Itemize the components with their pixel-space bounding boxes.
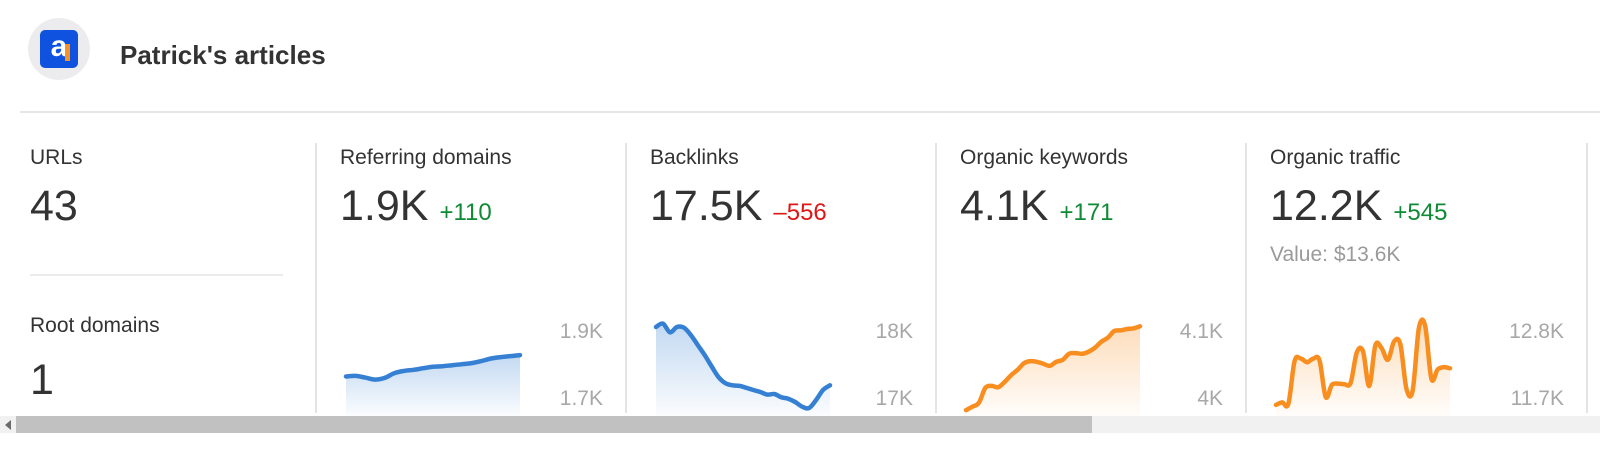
metric-delta: +110 bbox=[439, 199, 492, 226]
referring-domains-sparkline bbox=[343, 352, 523, 416]
logo-letter: a bbox=[50, 30, 68, 63]
scrollbar-left-arrow-icon bbox=[5, 419, 11, 430]
metric-delta: +171 bbox=[1059, 199, 1114, 226]
y-axis-min-label: 11.7K bbox=[1510, 387, 1564, 410]
y-axis-min-label: 4K bbox=[1197, 387, 1223, 410]
y-axis-max-label: 4.1K bbox=[1179, 320, 1223, 343]
horizontal-scrollbar[interactable] bbox=[0, 416, 1600, 433]
metric-value: 17.5K bbox=[650, 182, 763, 230]
metric-card-organic-keywords[interactable]: Organic keywords 4.1K +171 4.1K 4K bbox=[935, 130, 1245, 416]
y-axis-max-label: 1.9K bbox=[559, 320, 603, 343]
metric-delta: –556 bbox=[773, 199, 827, 226]
metric-delta: +545 bbox=[1393, 199, 1448, 226]
metric-value: 4.1K bbox=[960, 182, 1049, 230]
y-axis-max-label: 18K bbox=[875, 320, 913, 343]
root-domains-value: 1 bbox=[30, 356, 54, 404]
ahrefs-logo-icon: a bbox=[40, 30, 78, 68]
metric-value: 12.2K bbox=[1270, 182, 1383, 230]
header-divider bbox=[20, 111, 1600, 113]
urls-label: URLs bbox=[30, 146, 83, 169]
metric-label: Organic traffic bbox=[1270, 146, 1401, 169]
metric-label: Backlinks bbox=[650, 146, 739, 169]
scrollbar-thumb[interactable] bbox=[16, 416, 1092, 433]
y-axis-max-label: 12.8K bbox=[1509, 320, 1564, 343]
root-domains-label: Root domains bbox=[30, 314, 160, 337]
column-divider bbox=[625, 143, 627, 413]
first-column-divider bbox=[30, 274, 283, 276]
page-title: Patrick's articles bbox=[120, 40, 326, 70]
portfolio-avatar[interactable]: a bbox=[28, 18, 90, 80]
traffic-value-label: Value: $13.6K bbox=[1270, 243, 1401, 266]
metric-card-organic-traffic[interactable]: Organic traffic 12.2K +545 Value: $13.6K… bbox=[1245, 130, 1586, 416]
y-axis-min-label: 17K bbox=[875, 387, 913, 410]
metric-card-referring-domains[interactable]: Referring domains 1.9K +110 1.9K 1.7K bbox=[315, 130, 625, 416]
column-divider bbox=[315, 143, 317, 413]
column-divider bbox=[1586, 143, 1588, 413]
column-divider bbox=[1245, 143, 1247, 413]
organic-keywords-sparkline bbox=[963, 324, 1143, 416]
metric-value: 1.9K bbox=[340, 182, 429, 230]
scrollbar-left-button[interactable] bbox=[0, 416, 16, 433]
organic-traffic-sparkline bbox=[1273, 317, 1453, 416]
y-axis-min-label: 1.7K bbox=[559, 387, 603, 410]
column-divider bbox=[935, 143, 937, 413]
backlinks-sparkline bbox=[653, 321, 833, 416]
urls-value: 43 bbox=[30, 182, 78, 230]
metric-label: Referring domains bbox=[340, 146, 512, 169]
metric-label: Organic keywords bbox=[960, 146, 1129, 169]
metric-card-backlinks[interactable]: Backlinks 17.5K –556 18K 17K bbox=[625, 130, 935, 416]
